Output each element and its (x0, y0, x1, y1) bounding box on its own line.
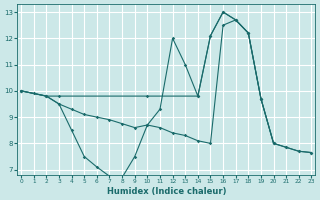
X-axis label: Humidex (Indice chaleur): Humidex (Indice chaleur) (107, 187, 226, 196)
